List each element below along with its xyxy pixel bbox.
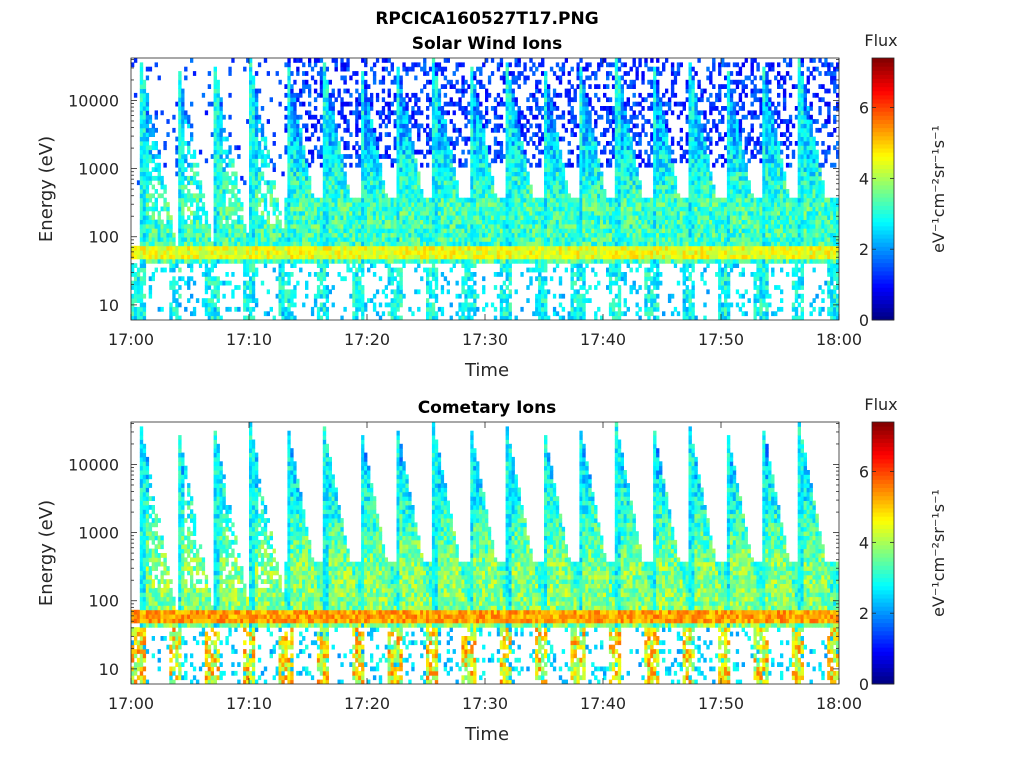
x-tick-label: 17:40 bbox=[580, 330, 626, 349]
colorbar-label: Flux bbox=[864, 395, 897, 414]
x-tick-label: 17:50 bbox=[698, 330, 744, 349]
x-tick-label: 17:40 bbox=[580, 694, 626, 713]
panel-title: Cometary Ions bbox=[418, 398, 557, 418]
colorbar: 0 2 4 6 Flux eV⁻¹cm⁻²sr⁻¹s⁻¹ bbox=[859, 395, 948, 694]
x-tick-label: 17:10 bbox=[226, 694, 272, 713]
x-tick-label: 17:30 bbox=[462, 694, 508, 713]
colorbar-tick-label: 2 bbox=[859, 240, 869, 259]
y-tick-label: 10 bbox=[99, 296, 119, 315]
colorbar-tick-label: 0 bbox=[859, 311, 869, 330]
x-tick-label: 17:00 bbox=[108, 694, 154, 713]
x-axis-label: Time bbox=[464, 360, 509, 381]
x-tick-label: 17:20 bbox=[344, 330, 390, 349]
y-tick-label: 100 bbox=[88, 592, 119, 611]
x-axis-label: Time bbox=[464, 724, 509, 745]
colorbar-tick-label: 4 bbox=[859, 169, 869, 188]
heatmap-cells bbox=[131, 58, 839, 320]
heatmap-cells bbox=[131, 422, 839, 684]
y-tick-label: 100 bbox=[88, 228, 119, 247]
y-tick-label: 10000 bbox=[68, 91, 119, 110]
y-tick-label: 10000 bbox=[68, 455, 119, 474]
panel-title: Solar Wind Ions bbox=[412, 34, 563, 54]
x-tick-label: 18:00 bbox=[816, 694, 862, 713]
x-tick-label: 17:50 bbox=[698, 694, 744, 713]
x-tick-label: 17:30 bbox=[462, 330, 508, 349]
colorbar-units: eV⁻¹cm⁻²sr⁻¹s⁻¹ bbox=[929, 125, 948, 253]
x-tick-label: 18:00 bbox=[816, 330, 862, 349]
colorbar: 0 2 4 6 Flux eV⁻¹cm⁻²sr⁻¹s⁻¹ bbox=[859, 31, 948, 330]
panel-cometary: 17:00 17:10 17:20 17:30 17:40 17:50 18:00 10 100… bbox=[36, 395, 948, 745]
y-axis-label: Energy (eV) bbox=[36, 500, 57, 606]
x-tick-label: 17:00 bbox=[108, 330, 154, 349]
colorbar-tick-label: 6 bbox=[859, 463, 869, 482]
y-tick-label: 1000 bbox=[78, 524, 119, 543]
x-tick-label: 17:10 bbox=[226, 330, 272, 349]
colorbar-tick-label: 4 bbox=[859, 533, 869, 552]
panel-solar-wind: 17:00 17:10 17:20 17:30 17:40 17:50 18:00 10 100… bbox=[36, 31, 948, 381]
colorbar-label: Flux bbox=[864, 31, 897, 50]
colorbar-units: eV⁻¹cm⁻²sr⁻¹s⁻¹ bbox=[929, 489, 948, 617]
colorbar-tick-label: 2 bbox=[859, 604, 869, 623]
colorbar-tick-label: 0 bbox=[859, 675, 869, 694]
y-tick-label: 1000 bbox=[78, 160, 119, 179]
colorbar-tick-label: 6 bbox=[859, 99, 869, 118]
y-tick-label: 10 bbox=[99, 660, 119, 679]
figure-title: RPCICA160527T17.PNG bbox=[375, 9, 598, 29]
y-axis-label: Energy (eV) bbox=[36, 136, 57, 242]
x-tick-label: 17:20 bbox=[344, 694, 390, 713]
